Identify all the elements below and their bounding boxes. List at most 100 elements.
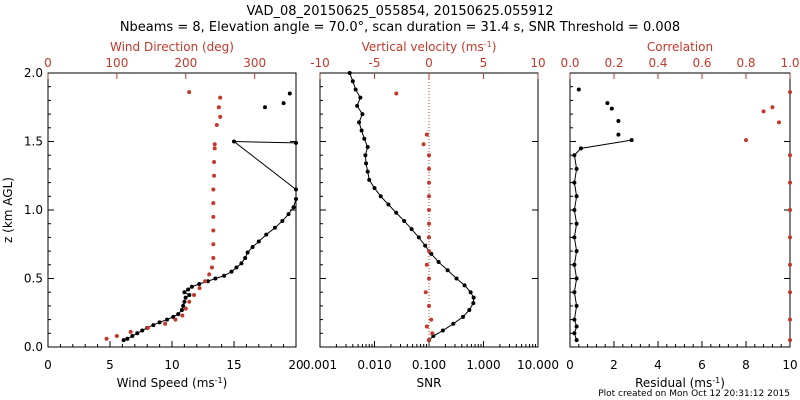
bottom-tick-label: 1.000 (466, 358, 500, 372)
data-point (572, 317, 577, 322)
bottom-tick-label: 0 (44, 358, 52, 372)
data-point (197, 281, 202, 286)
data-point (364, 161, 369, 166)
data-point (427, 235, 431, 240)
top-axis-label: Wind Direction (deg) (110, 40, 234, 54)
data-point (243, 255, 248, 260)
snr-panel: 0.001 0.010 0.100 1.000 10.000 -10 -5 0 5 10 SNR Ve… (303, 40, 559, 391)
data-point (372, 186, 377, 191)
data-point (788, 338, 792, 343)
data-point (181, 303, 186, 308)
bottom-axis-label-sup: -1 (215, 376, 223, 385)
data-point (358, 95, 363, 100)
panel-frame (47, 72, 297, 348)
data-point (182, 299, 187, 304)
data-point (232, 139, 236, 144)
bottom-tick-label: 5 (106, 358, 114, 372)
data-point (421, 142, 426, 147)
y-tick-label: 0.0 (24, 340, 43, 354)
data-point (211, 187, 216, 192)
data-point (151, 323, 156, 328)
data-point (394, 210, 399, 215)
data-point (572, 262, 577, 267)
data-point (427, 338, 431, 343)
bottom-axis-label-main: Residual (ms (635, 376, 712, 390)
data-point (183, 295, 188, 300)
data-point (365, 144, 370, 149)
top-tick-label: 0 (44, 56, 52, 70)
data-point (471, 295, 476, 300)
bottom-tick-label: 0.100 (412, 358, 446, 372)
data-point (360, 112, 365, 117)
data-point (211, 242, 216, 247)
data-point (788, 208, 792, 212)
data-point (128, 329, 133, 334)
footer-text: Plot created on Mon Oct 12 20:31:12 2015 (598, 389, 790, 399)
bottom-tick-label: 0.010 (357, 358, 391, 372)
bottom-axis-label: Wind Speed (ms-1) (117, 376, 228, 391)
bottom-tick-label: 20 (288, 358, 303, 372)
data-point (264, 232, 269, 237)
data-point (761, 109, 766, 114)
data-point (576, 87, 581, 92)
data-point (216, 105, 221, 110)
top-tick-label: -10 (310, 56, 330, 70)
data-point (430, 331, 435, 336)
data-point (378, 194, 383, 199)
data-point (468, 290, 473, 295)
data-point (427, 303, 431, 308)
data-point (616, 132, 621, 137)
data-point (281, 101, 286, 106)
data-point (211, 201, 216, 206)
data-point (239, 261, 244, 266)
data-point (427, 221, 431, 226)
bottom-tick-label: 8 (742, 358, 750, 372)
data-point (182, 290, 187, 295)
data-point (222, 273, 227, 278)
top-tick-label: 0.0 (560, 56, 579, 70)
data-point (187, 90, 192, 95)
data-point (427, 249, 431, 254)
data-point (788, 235, 792, 240)
data-point (616, 118, 621, 123)
data-point (440, 328, 445, 333)
top-tick-label: 1.0 (780, 56, 799, 70)
data-point (572, 208, 577, 212)
data-point (130, 334, 135, 339)
data-point (367, 177, 372, 182)
data-point (121, 338, 126, 343)
data-point (212, 146, 217, 151)
data-point (272, 225, 277, 230)
bottom-axis-label: Residual (ms-1) (635, 376, 725, 391)
top-axis-label-main: Vertical velocity (ms (362, 40, 484, 54)
data-point (183, 306, 188, 311)
top-tick-label: 0.6 (692, 56, 711, 70)
data-point (355, 103, 360, 108)
data-point (359, 128, 364, 133)
data-point (365, 169, 370, 174)
data-point (572, 153, 577, 158)
data-point (424, 132, 429, 137)
data-point (445, 268, 450, 273)
top-tick-label: 0 (425, 56, 433, 70)
bottom-axis-label-main: SNR (417, 376, 442, 390)
panel-frame (569, 72, 791, 348)
data-point (186, 287, 191, 292)
data-point (104, 336, 109, 341)
data-point (629, 138, 634, 143)
data-point (229, 269, 234, 274)
data-point (416, 235, 421, 240)
bottom-axis-label-end: ) (223, 376, 228, 390)
data-point (605, 101, 610, 106)
data-point (423, 243, 428, 248)
data-point (287, 91, 292, 96)
data-point (363, 153, 368, 158)
top-tick-label: 300 (243, 56, 266, 70)
data-point (574, 276, 579, 281)
top-tick-label: 10 (530, 56, 545, 70)
data-point (777, 120, 781, 125)
y-tick-label: 1.5 (24, 135, 43, 149)
data-point (291, 205, 296, 210)
